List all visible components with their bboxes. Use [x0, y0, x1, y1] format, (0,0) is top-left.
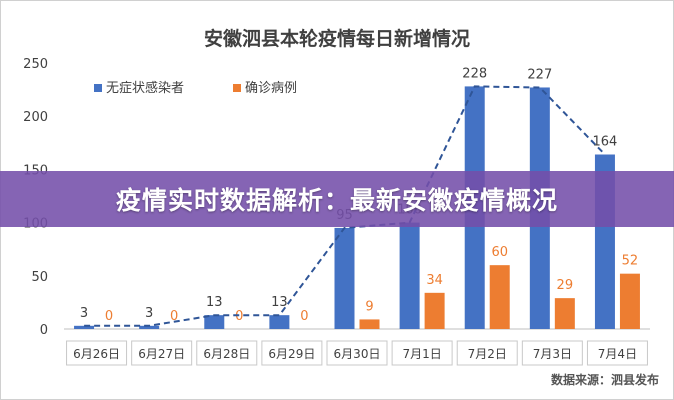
data-label-confirmed: 52: [622, 254, 639, 269]
bar-asymptomatic: [74, 325, 95, 329]
x-tick-label: 7月3日: [533, 347, 572, 361]
data-label-confirmed: 0: [300, 309, 308, 324]
data-label-asymptomatic: 227: [527, 67, 552, 82]
headline-text: 疫情实时数据解析：最新安徽疫情概况: [115, 186, 558, 215]
x-tick-label: 6月26日: [73, 347, 120, 361]
x-tick-label: 7月2日: [468, 347, 507, 361]
legend-label-confirmed: 确诊病例: [245, 81, 297, 96]
data-label-confirmed: 60: [491, 245, 508, 260]
y-tick-label: 0: [40, 323, 48, 338]
data-label-confirmed: 34: [426, 273, 443, 288]
data-label-confirmed: 0: [105, 309, 113, 324]
x-tick-label: 6月27日: [138, 347, 185, 361]
source-note: 数据来源：泗县发布: [551, 372, 659, 387]
x-tick-label: 7月1日: [402, 347, 441, 361]
headline-banner: 疫情实时数据解析：最新安徽疫情概况: [0, 171, 674, 227]
bar-confirmed: [359, 319, 380, 329]
bar-asymptomatic: [204, 315, 225, 329]
x-tick-box: [326, 340, 388, 366]
bar-asymptomatic: [139, 325, 160, 329]
bar-confirmed: [619, 273, 640, 329]
x-tick-box: [391, 340, 453, 366]
bar-asymptomatic: [399, 222, 420, 329]
legend: 无症状感染者 确诊病例: [94, 80, 297, 96]
bar-confirmed: [424, 292, 445, 329]
y-tick-label: 250: [23, 57, 48, 72]
y-tick-label: 50: [31, 270, 48, 285]
axis-layer: 0501001502002506月26日6月27日6月28日6月29日6月30日…: [23, 57, 650, 366]
bar-confirmed: [489, 265, 510, 329]
data-label-asymptomatic: 164: [593, 135, 618, 150]
y-tick-label: 200: [23, 110, 48, 125]
data-label-confirmed: 29: [557, 278, 574, 293]
x-tick-box: [131, 340, 193, 366]
x-tick-label: 6月29日: [268, 347, 315, 361]
x-tick-box: [586, 340, 648, 366]
trendline-layer: [84, 85, 606, 327]
x-tick-box: [521, 340, 583, 366]
data-label-asymptomatic: 3: [145, 306, 153, 321]
legend-label-asymptomatic: 无症状感染者: [106, 80, 184, 96]
legend-swatch-confirmed: [233, 84, 241, 92]
x-tick-label: 7月4日: [598, 347, 637, 361]
legend-swatch-asymptomatic: [94, 84, 102, 92]
x-tick-box: [66, 340, 128, 366]
data-label-confirmed: 9: [365, 299, 373, 314]
data-label-asymptomatic: 13: [206, 295, 223, 310]
data-label-confirmed: 0: [170, 309, 178, 324]
x-tick-box: [456, 340, 518, 366]
bar-confirmed: [554, 298, 575, 329]
x-tick-box: [261, 340, 323, 366]
chart-title: 安徽泗县本轮疫情每日新增情况: [204, 27, 470, 50]
bar-asymptomatic: [269, 315, 290, 329]
x-tick-label: 6月28日: [203, 347, 250, 361]
data-label-asymptomatic: 228: [462, 66, 487, 81]
trendline: [84, 85, 606, 327]
data-label-asymptomatic: 13: [271, 295, 288, 310]
bar-asymptomatic: [334, 227, 355, 329]
x-tick-box: [196, 340, 258, 366]
data-label-asymptomatic: 3: [80, 306, 88, 321]
x-tick-label: 6月30日: [334, 347, 381, 361]
data-label-confirmed: 0: [235, 309, 243, 324]
